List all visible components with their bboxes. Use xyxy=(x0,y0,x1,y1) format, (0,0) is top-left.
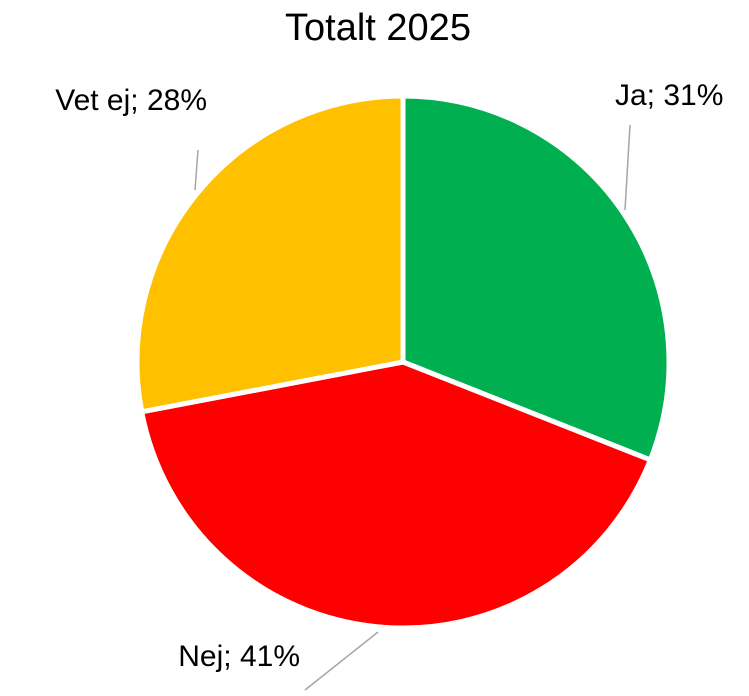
data-label: Nej; 41% xyxy=(178,640,300,673)
data-label: Ja; 31% xyxy=(615,79,723,112)
leader-line xyxy=(624,124,631,211)
pie-slice xyxy=(139,359,653,631)
pie-slice xyxy=(134,93,406,415)
leader-line xyxy=(304,631,379,691)
leader-line xyxy=(194,149,199,191)
pie-slice xyxy=(400,93,672,463)
data-label: Vet ej; 28% xyxy=(55,84,207,117)
chart-title: Totalt 2025 xyxy=(285,7,471,49)
